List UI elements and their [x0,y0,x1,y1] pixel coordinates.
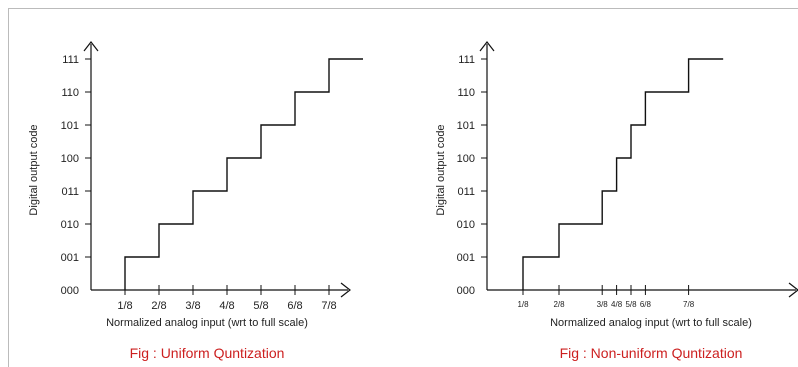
y-tick-label: 110 [61,87,79,99]
x-tick-label: 2/8 [553,300,565,309]
y-axis-arrow-icon [479,41,495,52]
y-tick-label: 110 [457,87,475,99]
y-tick-label: 101 [61,120,79,132]
y-tick-label: 100 [457,153,475,165]
x-axis-arrow-icon [340,282,351,298]
transfer-staircase-line [522,58,724,290]
y-axis-title: Digital output code [435,124,447,215]
uniform-quantization-chart: 000 001 010 011 100 101 110 111 1/8 2/8 3/8 4/8 5/8 6… [28,41,363,361]
x-axis-arrow-icon [788,282,798,298]
x-tick-label: 7/8 [321,300,336,312]
y-axis-title: Digital output code [28,124,40,215]
x-tick-label: 5/8 [253,300,268,312]
y-tick-label: 000 [61,285,79,297]
x-tick-label: 2/8 [151,300,166,312]
y-tick-label: 100 [61,153,79,165]
x-axis-title: Normalized analog input (wrt to full sca… [550,317,752,329]
x-tick-label: 5/8 [625,300,637,309]
y-axis-arrow-icon [83,41,99,52]
x-tick-label: 3/8 [597,300,609,309]
y-tick-label: 001 [457,252,475,264]
x-tick-label: 7/8 [683,300,695,309]
y-tick-label: 010 [61,219,79,231]
y-tick-label: 111 [458,54,475,66]
non-uniform-quantization-chart: 000 001 010 011 100 101 110 111 1/8 2/8 3/8 4/8 5/8 6… [435,41,798,361]
x-tick-label: 1/8 [117,300,132,312]
x-axis-title: Normalized analog input (wrt to full sca… [106,317,308,329]
x-tick-label: 4/8 [219,300,234,312]
x-tick-label: 4/8 [611,300,623,309]
y-tick-label: 010 [457,219,475,231]
y-tick-label: 011 [457,186,475,198]
transfer-staircase-line [124,58,363,290]
y-tick-label: 011 [61,186,79,198]
x-tick-label: 1/8 [517,300,529,309]
figure-caption: Fig : Uniform Quntization [130,345,285,361]
y-tick-label: 111 [62,54,79,66]
x-tick-label: 6/8 [640,300,652,309]
x-tick-label: 6/8 [287,300,302,312]
x-tick-label: 3/8 [185,300,200,312]
y-tick-label: 101 [457,120,475,132]
y-tick-label: 000 [457,285,475,297]
y-tick-label: 001 [61,252,79,264]
figure-caption: Fig : Non-uniform Quntization [560,345,743,361]
